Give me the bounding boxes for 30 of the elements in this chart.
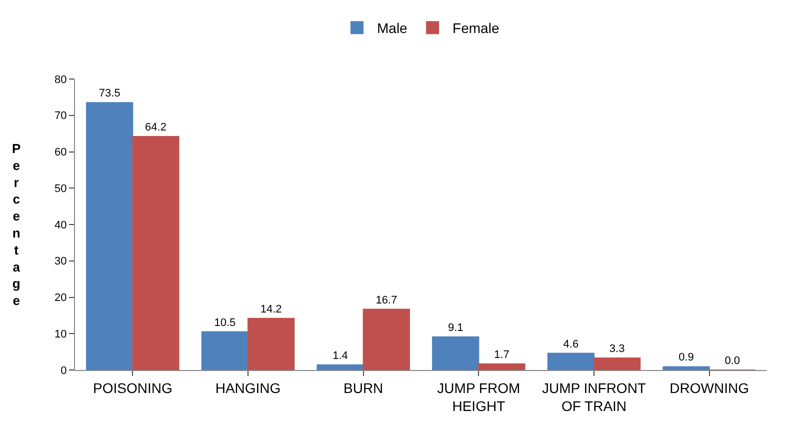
data-label: 73.5 [98,88,120,100]
data-label: 1.7 [494,348,510,361]
x-tick-label: HANGING [215,380,281,396]
x-tick-label: JUMP FROM HEIGHT [437,380,520,414]
x-tick-label: JUMP INFRONT OF TRAIN [542,380,646,414]
data-label: 10.5 [214,316,236,329]
y-tick-label: 0 [60,364,67,377]
x-tick-label: DROWNING [670,380,749,396]
y-tick-label: 80 [54,74,67,86]
y-tick-label: 20 [54,292,67,304]
data-label: 0.9 [678,352,694,364]
data-label: 0.0 [724,355,740,367]
y-tick-label: 40 [54,219,67,232]
data-label: 1.4 [332,350,348,362]
data-label: 16.7 [376,294,398,306]
data-label: 14.2 [260,303,282,316]
data-label: 9.1 [448,322,464,334]
data-label: 64.2 [145,121,166,134]
data-label: 4.6 [563,338,579,350]
y-tick-label: 10 [54,328,67,340]
text: Percentage [12,141,21,308]
x-tick-label: BURN [343,380,384,396]
x-tick-label: POISONING [92,380,172,396]
y-tick-label: 50 [54,182,67,195]
legend-label: Male [377,20,408,36]
data-label: 3.3 [609,343,625,355]
legend-label: Female [452,20,500,36]
y-tick-label: 30 [54,256,67,268]
y-tick-label: 70 [54,110,67,122]
y-tick-label: 60 [54,146,67,159]
